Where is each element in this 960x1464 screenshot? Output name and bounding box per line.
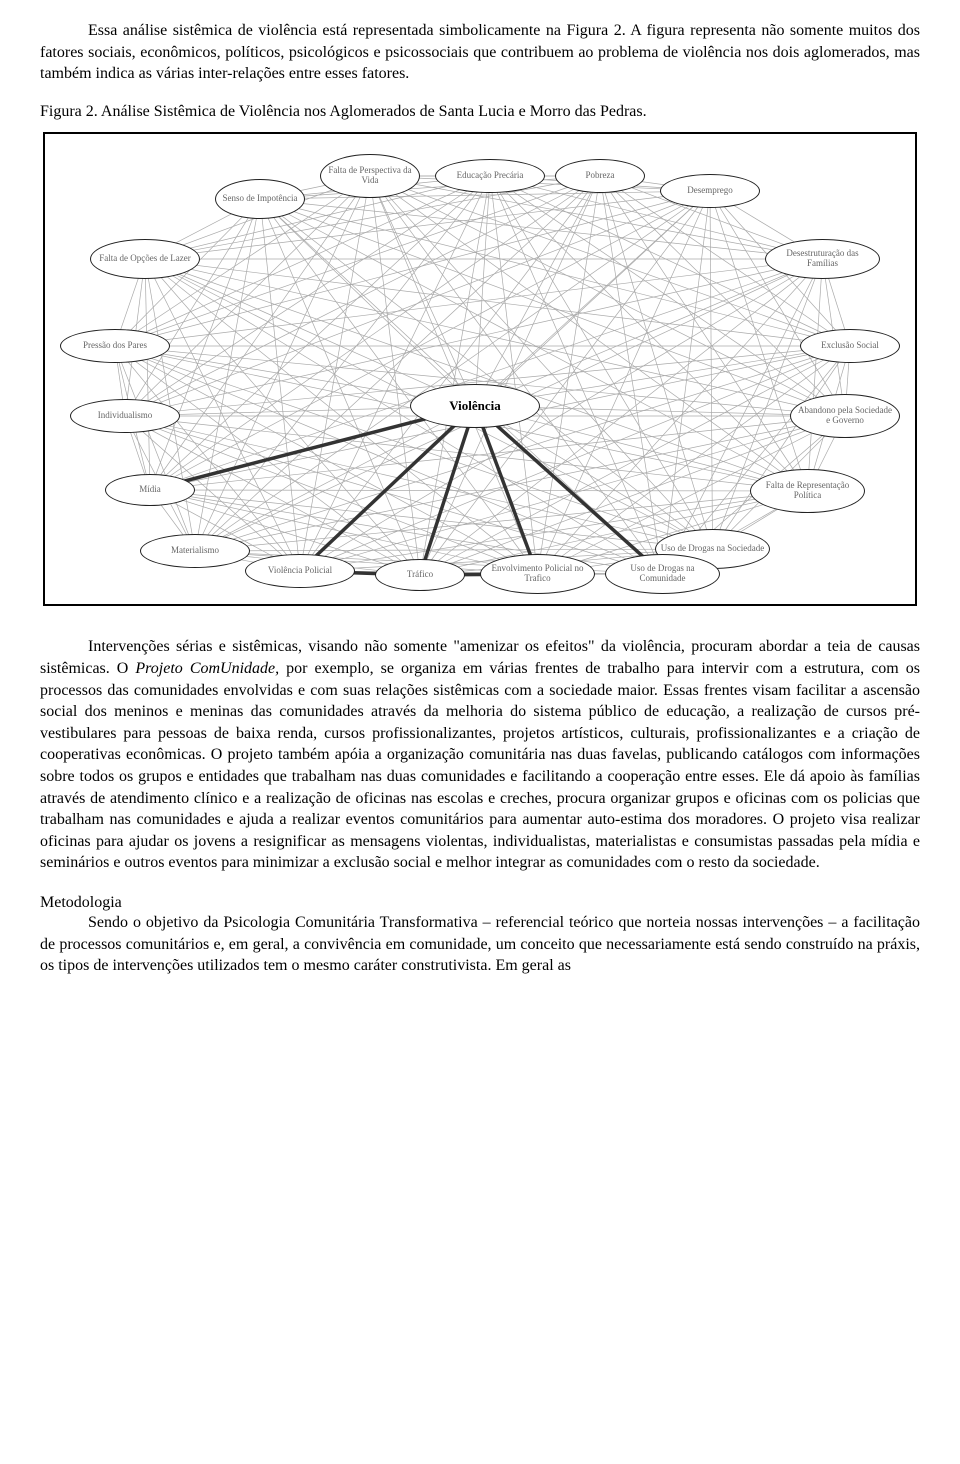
project-name: Projeto ComUnidade, bbox=[135, 660, 279, 677]
section-heading: Metodologia bbox=[40, 894, 920, 912]
systemic-analysis-diagram: Senso de ImpotênciaFalta de Perspectiva … bbox=[43, 132, 917, 606]
intro-text: Essa análise sistêmica de violência está… bbox=[40, 22, 920, 82]
methodology-paragraph: Sendo o objetivo da Psicologia Comunitár… bbox=[40, 912, 920, 977]
body-text-c: por exemplo, se organiza em várias frent… bbox=[40, 660, 920, 871]
methodology-text: Sendo o objetivo da Psicologia Comunitár… bbox=[40, 914, 920, 974]
intro-paragraph: Essa análise sistêmica de violência está… bbox=[40, 20, 920, 85]
body-paragraph: Intervenções sérias e sistêmicas, visand… bbox=[40, 636, 920, 874]
figure-caption: Figura 2. Análise Sistêmica de Violência… bbox=[40, 101, 920, 123]
